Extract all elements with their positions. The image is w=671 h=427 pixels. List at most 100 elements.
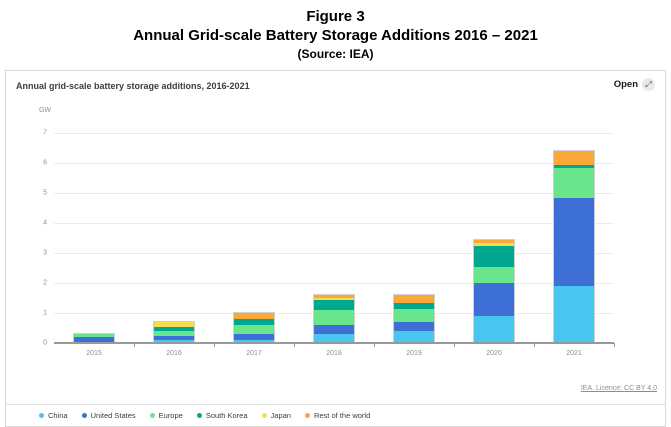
y-tick-label: 1: [43, 309, 47, 317]
x-tick-label-2019: 2019: [406, 350, 422, 357]
y-axis-unit-label: GW: [38, 107, 51, 114]
chart-header-title: Annual grid-scale battery storage additi…: [16, 81, 250, 91]
bar-segment-2019-rest-of-the-world[interactable]: [394, 295, 434, 303]
x-axis-tick: [614, 343, 615, 347]
legend-dot: [149, 413, 155, 418]
legend-dot: [196, 413, 202, 418]
bar-segment-2017-china[interactable]: [234, 340, 274, 343]
bar-segment-2021-united-states[interactable]: [554, 197, 594, 286]
bar-2020[interactable]: [473, 239, 515, 344]
gridline: [54, 253, 614, 254]
bar-segment-2019-china[interactable]: [394, 331, 434, 343]
bar-2019[interactable]: [393, 294, 435, 344]
bar-segment-2016-china[interactable]: [154, 340, 194, 343]
bar-segment-2017-south-korea[interactable]: [234, 319, 274, 325]
legend-item-japan[interactable]: Japan: [261, 411, 291, 420]
legend-item-europe[interactable]: Europe: [149, 411, 183, 420]
y-tick-label: 6: [43, 159, 47, 167]
gridline: [54, 193, 614, 194]
bar-2017[interactable]: [233, 312, 275, 344]
gridline: [54, 163, 614, 164]
bar-segment-2019-south-korea[interactable]: [394, 302, 434, 309]
bar-segment-2020-rest-of-the-world[interactable]: [474, 240, 514, 244]
x-tick-label-2021: 2021: [566, 350, 582, 357]
bar-segment-2020-south-korea[interactable]: [474, 245, 514, 267]
x-axis-tick: [214, 343, 215, 347]
legend-label: United States: [90, 411, 136, 420]
bar-segment-2017-rest-of-the-world[interactable]: [234, 313, 274, 319]
legend-label: China: [48, 411, 68, 420]
y-tick-label: 3: [43, 249, 47, 257]
legend-dot: [39, 413, 44, 418]
bar-segment-2018-south-korea[interactable]: [314, 299, 354, 310]
x-tick-label-2015: 2015: [86, 350, 102, 357]
figure-title: Annual Grid-scale Battery Storage Additi…: [133, 27, 538, 44]
bar-segment-2018-rest-of-the-world[interactable]: [314, 295, 354, 298]
figure-title-block: Figure 3 Annual Grid-scale Battery Stora…: [0, 0, 671, 63]
bar-segment-2018-europe[interactable]: [314, 310, 354, 325]
bar-2021[interactable]: [553, 150, 595, 344]
legend-item-united-states[interactable]: United States: [81, 411, 136, 420]
bar-segment-2021-rest-of-the-world[interactable]: [554, 151, 594, 165]
bar-segment-2020-united-states[interactable]: [474, 283, 514, 316]
attribution-link[interactable]: IEA. Licence: CC BY 4.0: [580, 385, 657, 392]
legend-dot: [81, 413, 87, 418]
chart-legend: China United States Europe South Korea Japan…: [39, 411, 370, 420]
legend-dot: [261, 413, 267, 418]
x-axis-tick: [294, 343, 295, 347]
gridline: [54, 223, 614, 224]
bar-segment-2020-japan[interactable]: [474, 243, 514, 246]
bar-segment-2016-south-korea[interactable]: [154, 326, 194, 331]
legend-label: Rest of the world: [313, 411, 371, 420]
expand-icon: ⤢: [642, 78, 655, 91]
bar-segment-2021-china[interactable]: [554, 286, 594, 343]
y-tick-label: 7: [43, 129, 47, 137]
gridline: [54, 133, 614, 134]
footer-divider: [6, 404, 665, 405]
x-axis-tick: [454, 343, 455, 347]
bar-segment-2018-china[interactable]: [314, 334, 354, 343]
x-axis-tick: [374, 343, 375, 347]
bar-segment-2018-united-states[interactable]: [314, 325, 354, 334]
y-tick-label: 2: [43, 279, 47, 287]
bar-segment-2016-united-states[interactable]: [154, 335, 194, 340]
bar-segment-2017-europe[interactable]: [234, 325, 274, 334]
gridline: [54, 283, 614, 284]
x-axis-tick: [134, 343, 135, 347]
bar-segment-2017-united-states[interactable]: [234, 334, 274, 340]
y-tick-label: 4: [43, 219, 47, 227]
bar-segment-2019-united-states[interactable]: [394, 322, 434, 331]
open-button-label: Open: [613, 79, 638, 90]
legend-label: Japan: [270, 411, 291, 420]
bar-segment-2015-united-states[interactable]: [74, 337, 114, 343]
x-tick-label-2018: 2018: [326, 350, 342, 357]
legend-item-rest-of-the-world[interactable]: Rest of the world: [304, 411, 371, 420]
x-axis-line: [54, 342, 614, 344]
bar-segment-2016-japan[interactable]: [154, 322, 194, 327]
bar-segment-2020-europe[interactable]: [474, 266, 514, 283]
y-tick-label: 0: [43, 339, 47, 347]
x-axis-tick: [534, 343, 535, 347]
open-button[interactable]: Open ⤢: [614, 78, 655, 91]
bar-2015[interactable]: [73, 333, 115, 344]
bar-segment-2019-europe[interactable]: [394, 308, 434, 322]
bar-segment-2021-south-korea[interactable]: [554, 164, 594, 168]
chart-card: Annual grid-scale battery storage additi…: [5, 70, 666, 427]
bar-2018[interactable]: [313, 294, 355, 344]
x-tick-label-2017: 2017: [246, 350, 262, 357]
bar-segment-2016-europe[interactable]: [154, 331, 194, 336]
figure-source: (Source: IEA): [297, 47, 374, 61]
legend-label: Europe: [158, 411, 183, 420]
bar-segment-2015-europe[interactable]: [74, 334, 114, 337]
bar-segment-2018-japan[interactable]: [314, 298, 354, 300]
legend-item-south-korea[interactable]: South Korea: [196, 411, 248, 420]
legend-dot: [304, 413, 310, 418]
plot-area: 0 1 2 3 4 5 6 7 2015 2016 2017 2018 2019 2020 2021: [43, 130, 615, 357]
legend-item-china[interactable]: China: [39, 411, 68, 420]
x-tick-label-2020: 2020: [486, 350, 502, 357]
bar-segment-2021-europe[interactable]: [554, 167, 594, 198]
bar-segment-2020-china[interactable]: [474, 316, 514, 343]
bar-2016[interactable]: [153, 321, 195, 344]
figure-number: Figure 3: [306, 8, 365, 25]
x-tick-label-2016: 2016: [166, 350, 182, 357]
